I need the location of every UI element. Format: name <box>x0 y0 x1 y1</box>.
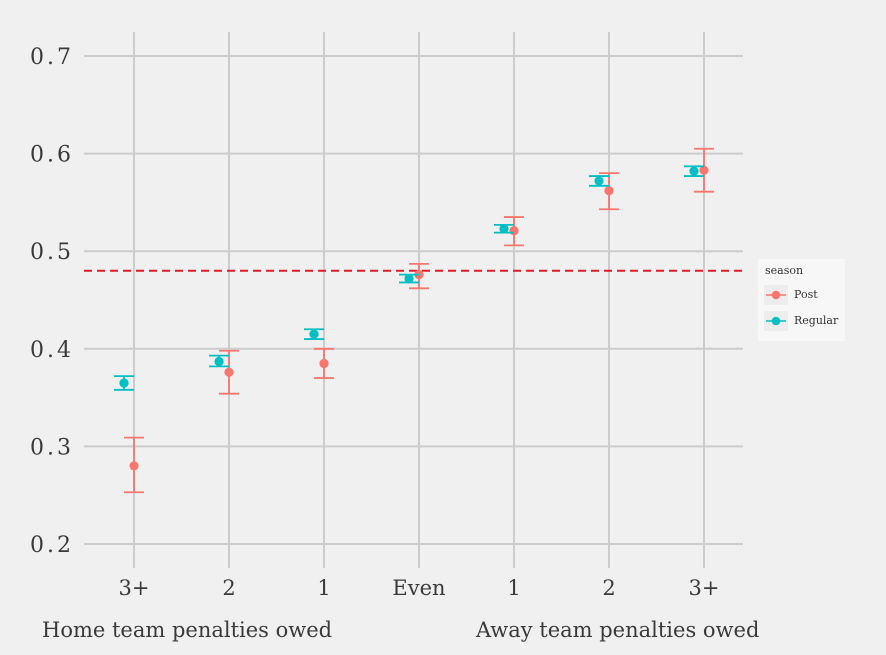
data-point <box>119 378 129 388</box>
legend-label-post: Post <box>794 288 818 301</box>
series-regular <box>114 165 704 391</box>
data-point <box>689 166 699 176</box>
x-tick-label: Even <box>392 576 445 600</box>
y-tick-label: 0.7 <box>30 45 74 70</box>
data-point <box>319 358 329 369</box>
y-tick-label: 0.3 <box>30 435 74 460</box>
legend-item-post: Post <box>764 285 846 305</box>
legend: season Post Regular <box>758 259 845 341</box>
grid <box>84 32 743 568</box>
data-point <box>594 176 604 186</box>
data-point <box>129 461 139 471</box>
y-tick-label: 0.6 <box>30 143 74 168</box>
y-axis: 0.7 0.6 0.5 0.4 0.3 0.2 <box>30 45 74 558</box>
legend-label-regular: Regular <box>794 314 839 327</box>
legend-key-post <box>764 285 788 305</box>
data-marks <box>114 147 714 494</box>
data-point <box>309 329 319 339</box>
legend-key-regular <box>764 311 788 331</box>
data-point <box>699 165 709 175</box>
legend-item-regular: Regular <box>764 311 846 331</box>
data-point <box>499 224 509 234</box>
x-tick-label: 2 <box>222 576 235 600</box>
x-tick-label: 3+ <box>689 576 720 600</box>
x-axis-label-home: Home team penalties owed <box>42 618 332 642</box>
data-point <box>224 367 234 377</box>
x-tick-label: 1 <box>317 576 330 600</box>
x-tick-label: 2 <box>602 576 615 600</box>
legend-title: season <box>765 264 804 277</box>
data-point <box>214 356 224 367</box>
y-tick-label: 0.4 <box>30 338 74 363</box>
x-axis-label-away: Away team penalties owed <box>475 618 759 642</box>
y-tick-label: 0.2 <box>30 533 74 558</box>
data-point <box>604 186 614 196</box>
data-point <box>509 226 519 236</box>
x-tick-label: 1 <box>507 576 520 600</box>
x-axis: 3+ 2 1 Even 1 2 3+ <box>119 576 720 600</box>
data-point <box>404 273 414 284</box>
y-tick-label: 0.5 <box>30 240 74 265</box>
series-post <box>124 147 714 494</box>
x-tick-label: 3+ <box>119 576 150 600</box>
